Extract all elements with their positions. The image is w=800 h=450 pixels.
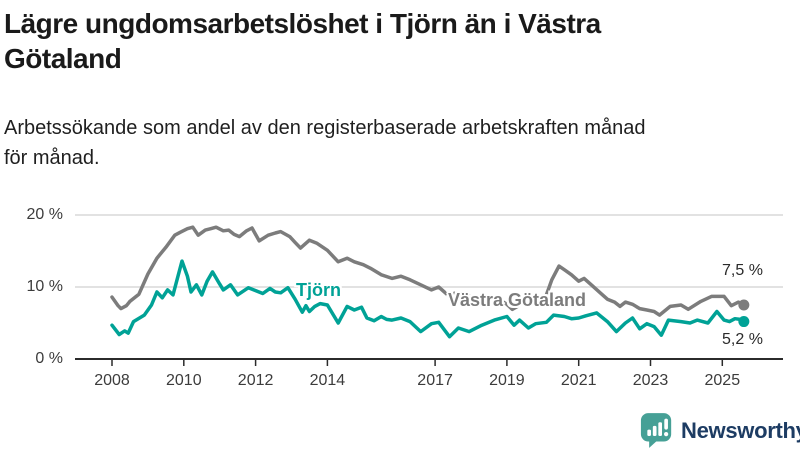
x-tick-label: 2019: [489, 372, 525, 389]
y-tick-label: 20 %: [26, 206, 63, 223]
chart-title-line1: Lägre ungdomsarbetslöshet i Tjörn än i V…: [4, 8, 601, 39]
chart-subtitle-line1: Arbetssökande som andel av den registerb…: [4, 117, 646, 139]
chart-title: Lägre ungdomsarbetslöshet i Tjörn än i V…: [4, 6, 784, 76]
series-line-tj-rn: [110, 259, 746, 339]
x-tick-label: 2021: [560, 372, 597, 389]
bar-chart-speech-bubble-icon: [640, 413, 672, 448]
x-tick-label: 2012: [237, 372, 274, 389]
x-tick-label: 2010: [166, 372, 202, 389]
x-tick-label: 2008: [94, 372, 130, 389]
chart-title-line2: Götaland: [4, 43, 122, 74]
end-value-label-vastra-gotaland: 7,5 %: [722, 262, 763, 279]
series-end-dot-v-stra-g-taland: [738, 299, 750, 311]
chart-subtitle-line2: för månad.: [4, 147, 100, 169]
newsworthy-logo: Newsworthy: [640, 412, 800, 449]
series-label-vastra-gotaland: Västra Götaland: [448, 290, 587, 310]
end-value-label-tjorn: 5,2 %: [722, 331, 763, 348]
series-line-v-stra-g-taland: [110, 225, 746, 317]
series-end-dot-tj-rn: [738, 316, 750, 328]
chart-subtitle: Arbetssökande som andel av den registerb…: [4, 113, 796, 173]
y-tick-label: 10 %: [26, 278, 63, 295]
x-tick-label: 2014: [309, 372, 346, 389]
x-tick-label: 2017: [417, 372, 453, 389]
series-label-tjorn: Tjörn: [296, 280, 341, 300]
newsworthy-logo-text: Newsworthy: [681, 417, 800, 443]
x-tick-label: 2025: [704, 372, 741, 389]
y-tick-label: 0 %: [35, 350, 63, 367]
x-tick-label: 2023: [632, 372, 669, 389]
